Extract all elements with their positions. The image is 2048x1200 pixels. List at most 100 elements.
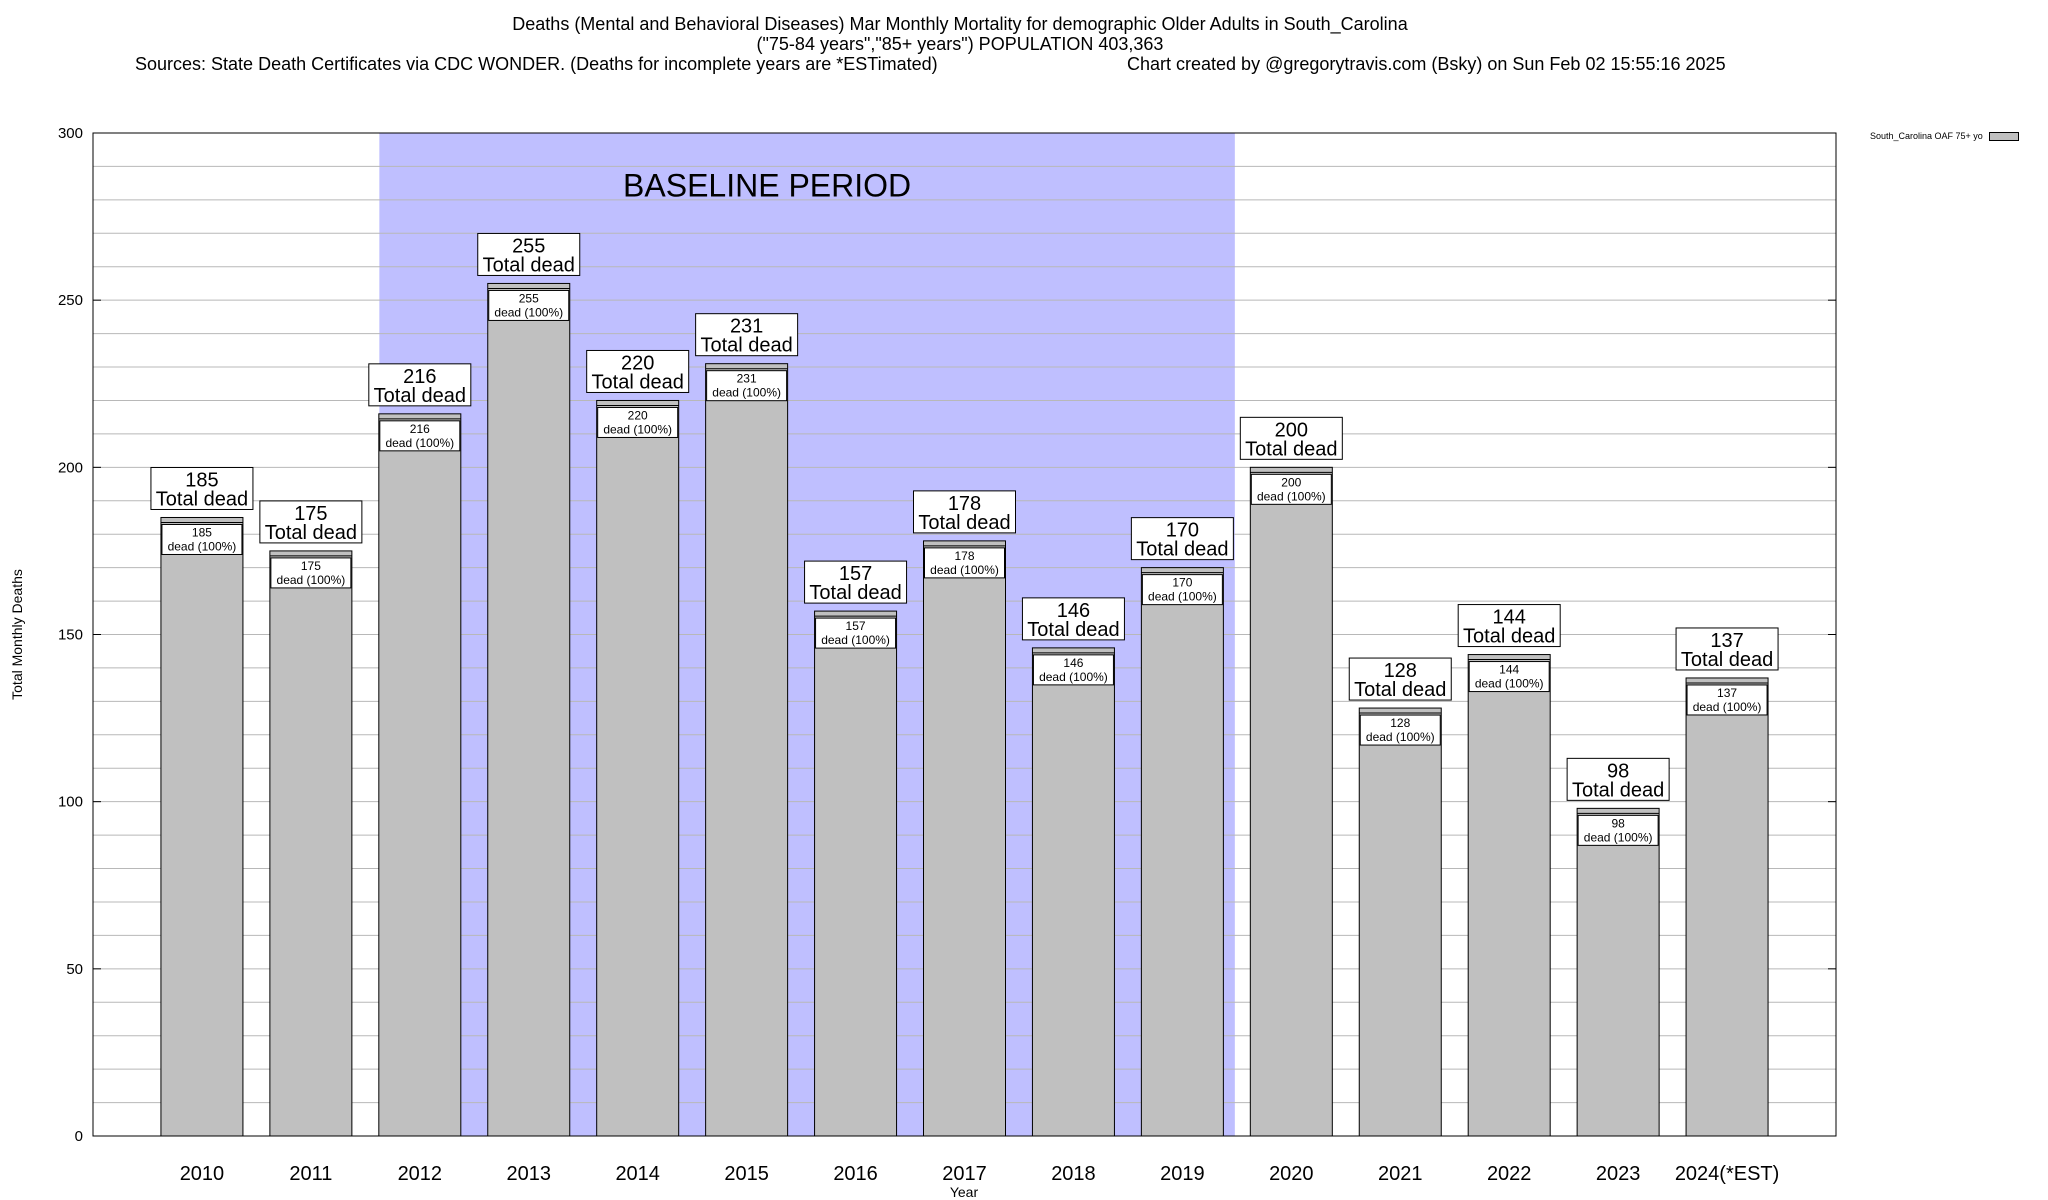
bar [1358,707,1442,1137]
x-tick-label: 2013 [507,1163,552,1185]
inner-value-label: 185 [192,525,212,539]
x-tick-label: 2017 [942,1163,987,1185]
bar [1685,677,1769,1137]
x-tick-label: 2022 [1487,1163,1532,1185]
total-value-label: 200 [1275,419,1308,441]
bar [814,610,898,1137]
bar [160,516,244,1137]
bar [1576,807,1660,1137]
inner-value-label: 200 [1281,475,1301,489]
inner-value-label: 178 [954,549,974,563]
total-label-box [913,490,1016,534]
x-tick-label: 2019 [1160,1163,1205,1185]
total-label-box [1021,597,1125,641]
y-tick-label: 100 [58,794,83,811]
bar [487,282,571,1137]
inner-label-box [379,420,461,452]
inner-label-box [1468,661,1550,693]
inner-percent-label: dead (100%) [168,539,237,553]
x-tick-label: 2014 [615,1163,660,1185]
total-label-box [804,560,908,604]
total-label-box [586,349,690,393]
inner-percent-label: dead (100%) [712,386,781,400]
total-dead-label: Total dead [809,582,901,604]
inner-label-box [1686,684,1768,716]
chart-credit: Chart created by @gregorytravis.com (Bsk… [1127,54,1726,74]
inner-label-box [706,370,788,402]
total-dead-label: Total dead [1572,779,1664,801]
y-axis-label: Total Monthly Deaths [9,569,25,700]
y-tick-label: 250 [58,292,83,309]
inner-percent-label: dead (100%) [277,573,346,587]
total-dead-label: Total dead [483,254,575,276]
inner-label-box [1250,473,1332,505]
total-label-box [1675,627,1779,671]
total-label-box [1348,657,1452,701]
chart-title-line1: Deaths (Mental and Behavioral Diseases) … [512,14,1408,34]
bar [1249,466,1333,1137]
inner-percent-label: dead (100%) [1257,489,1326,503]
bar [1467,654,1551,1137]
inner-percent-label: dead (100%) [494,305,563,319]
inner-value-label: 175 [301,559,321,573]
inner-value-label: 220 [628,408,648,422]
x-tick-label: 2012 [398,1163,443,1185]
inner-value-label: 170 [1172,576,1192,590]
x-axis-label: Year [950,1184,979,1200]
total-label-box [259,500,363,544]
inner-percent-label: dead (100%) [385,436,454,450]
inner-percent-label: dead (100%) [1366,730,1435,744]
sources-note: Sources: State Death Certificates via CD… [135,54,938,74]
total-dead-label: Total dead [592,371,684,393]
bar [1031,647,1115,1137]
x-tick-label: 2024(*EST) [1675,1163,1780,1185]
x-tick-label: 2011 [289,1163,332,1185]
inner-label-box [488,289,570,321]
inner-label-box [1577,814,1659,846]
total-value-label: 231 [730,316,763,338]
inner-label-box [161,523,243,555]
total-dead-label: Total dead [265,522,357,544]
total-value-label: 255 [512,235,545,257]
bar [596,399,680,1137]
inner-value-label: 128 [1390,716,1410,730]
total-dead-label: Total dead [1681,649,1773,671]
total-dead-label: Total dead [156,488,248,510]
chart-title-line2: ("75-84 years","85+ years") POPULATION 4… [756,34,1164,54]
total-label-box [1130,517,1234,561]
total-dead-label: Total dead [1354,679,1446,701]
total-value-label: 220 [621,352,654,374]
total-label-box [477,232,581,276]
legend-swatch [1988,132,2019,142]
total-dead-label: Total dead [1463,626,1555,648]
total-label-box [368,363,472,407]
total-value-label: 178 [948,493,981,515]
x-tick-label: 2023 [1596,1163,1641,1185]
inner-label-box [597,406,679,438]
legend-label: South_Carolina OAF 75+ yo [1870,131,1983,141]
bar [378,413,462,1137]
inner-label-box [815,617,897,649]
x-tick-label: 2010 [180,1163,225,1185]
y-tick-label: 50 [66,961,83,978]
y-tick-label: 200 [58,459,83,476]
inner-value-label: 137 [1717,686,1737,700]
inner-percent-label: dead (100%) [1475,677,1544,691]
total-label-box [1566,757,1670,801]
inner-value-label: 231 [737,372,757,386]
inner-percent-label: dead (100%) [930,563,999,577]
total-dead-label: Total dead [1027,619,1119,641]
inner-label-box [924,547,1005,579]
inner-percent-label: dead (100%) [603,422,672,436]
bar [705,363,789,1137]
total-dead-label: Total dead [374,385,466,407]
x-tick-label: 2018 [1051,1163,1096,1185]
inner-percent-label: dead (100%) [1693,700,1762,714]
bar [1140,567,1224,1137]
inner-percent-label: dead (100%) [1148,590,1217,604]
bar [269,550,353,1137]
total-dead-label: Total dead [918,512,1010,534]
x-tick-label: 2020 [1269,1163,1314,1185]
x-tick-label: 2015 [724,1163,769,1185]
